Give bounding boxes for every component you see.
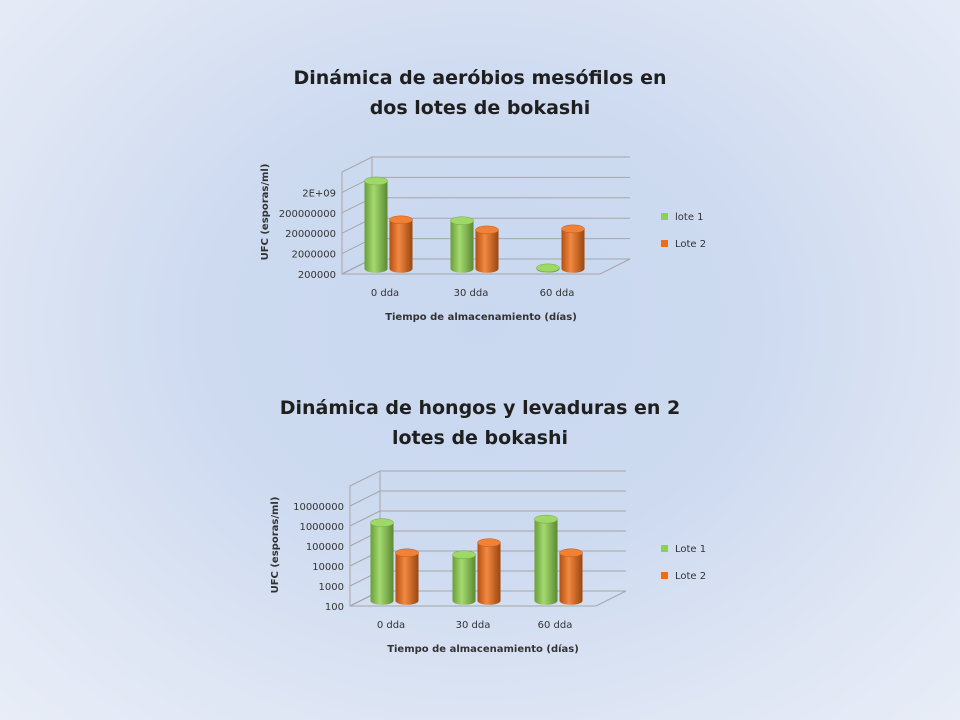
chart1-y-tick-label: 200000 (298, 270, 336, 281)
chart2-y-axis-title: UFC (esporas/ml) (270, 497, 281, 594)
chart1-aerobios: UFC (esporas/ml) 200000 2000000 20000000 20… (260, 156, 706, 323)
chart2-bar-lote-1-60-dda (534, 514, 558, 605)
chart2-bar-lote-2-0-dda (395, 548, 419, 605)
chart1-title-line2: dos lotes de bokashi (369, 97, 591, 119)
chart1-legend-label-2: Lote 2 (675, 239, 706, 250)
chart1-legend-swatch-2 (661, 240, 668, 247)
chart1-y-tick-label: 2000000 (291, 250, 336, 261)
chart2-x-tick-label: 0 dda (377, 620, 405, 631)
chart2-gridline-side (349, 490, 381, 507)
chart1-x-tick-label: 60 dda (540, 288, 575, 299)
chart2-y-tick-label: 1000000 (299, 522, 344, 533)
chart1-x-tick-label: 30 dda (454, 288, 489, 299)
chart1-x-tick-label: 0 dda (371, 288, 399, 299)
chart1-bar-lote-1-0-dda (364, 176, 388, 273)
chart2-legend-swatch-2 (661, 572, 668, 579)
chart2-x-tick-label: 60 dda (538, 620, 573, 631)
chart2-y-tick-label: 100 (325, 602, 344, 613)
chart2-title-line2: lotes de bokashi (391, 427, 569, 449)
chart1-x-axis-title: Tiempo de almacenamiento (días) (385, 311, 577, 323)
chart2-x-axis-title: Tiempo de almacenamiento (días) (387, 643, 579, 655)
chart2-bar-lote-2-30-dda (477, 538, 501, 605)
chart1-legend-label-1: lote 1 (675, 212, 704, 223)
chart2-x-tick-label: 30 dda (456, 620, 491, 631)
chart2-title-line1: Dinámica de hongos y levaduras en 2 (279, 397, 681, 419)
chart1-bar-lote-1-60-dda (536, 263, 560, 273)
chart1-title: Dinámica de aeróbios mesófilos en dos lo… (0, 63, 960, 123)
chart2-bar-lote-2-60-dda (559, 548, 583, 605)
chart1-bar-lote-2-0-dda (389, 215, 413, 273)
chart1-bar-lote-1-30-dda (450, 216, 474, 273)
chart1-bar-lote-2-30-dda (475, 225, 499, 273)
chart2-y-tick-label: 10000000 (293, 502, 344, 513)
chart2-bar-lote-1-0-dda (370, 518, 394, 605)
chart1-y-tick-label: 200000000 (279, 209, 336, 220)
chart2-bar-lote-1-30-dda (452, 550, 476, 605)
chart2-hongos: 100 1000 10000 100000 1000000 10000000 0 dda 30… (270, 470, 706, 655)
chart2-y-tick-label: 100000 (306, 542, 344, 553)
chart2-y-tick-label: 1000 (319, 582, 344, 593)
chart2-legend-label-1: Lote 1 (675, 544, 706, 555)
chart2-legend-label-2: Lote 2 (675, 571, 706, 582)
chart1-bar-lote-2-60-dda (561, 224, 585, 273)
chart1-title-line1: Dinámica de aeróbios mesófilos en (293, 67, 667, 89)
chart2-legend-swatch-1 (661, 545, 668, 552)
chart2-title: Dinámica de hongos y levaduras en 2 lote… (0, 393, 960, 453)
chart2-y-tick-label: 10000 (312, 562, 344, 573)
chart1-y-tick-label: 2E+09 (302, 188, 336, 199)
chart2-gridline-side (349, 510, 381, 527)
chart1-y-axis-title: UFC (esporas/ml) (260, 164, 271, 261)
chart1-y-tick-label: 20000000 (285, 229, 336, 240)
chart1-legend-swatch-1 (661, 213, 668, 220)
